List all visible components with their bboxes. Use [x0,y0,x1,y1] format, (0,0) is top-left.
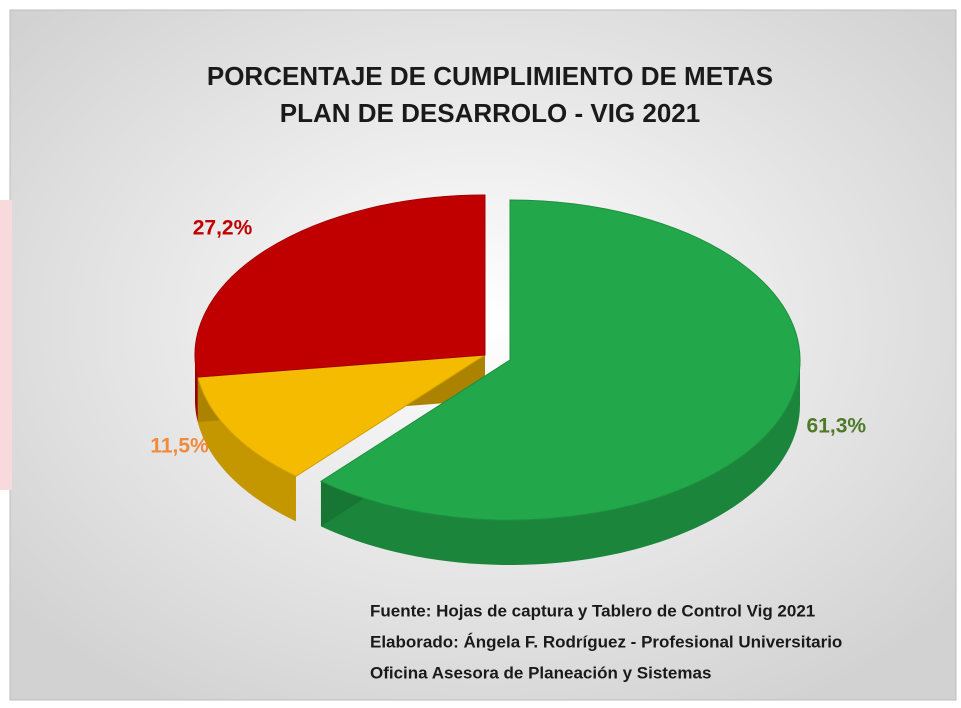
slice-side [320,360,800,565]
source-note: Oficina Asesora de Planeación y Sistemas [370,663,711,682]
side-strip [0,200,12,490]
slice-side [197,377,296,522]
data-label: 11,5% [150,435,209,458]
slice [319,199,801,521]
chart-title: PLAN DE DESARROLO - VIG 2021 [280,98,700,128]
data-label: 27,2% [193,216,253,239]
data-label: 61,3% [807,414,867,437]
chart-title: PORCENTAJE DE CUMPLIMIENTO DE METAS [207,61,773,91]
source-note: Elaborado: Ángela F. Rodríguez - Profesi… [370,632,842,651]
slice-side [195,355,198,423]
slice [194,194,486,378]
source-note: Fuente: Hojas de captura y Tablero de Co… [370,601,815,620]
slice [197,354,486,477]
